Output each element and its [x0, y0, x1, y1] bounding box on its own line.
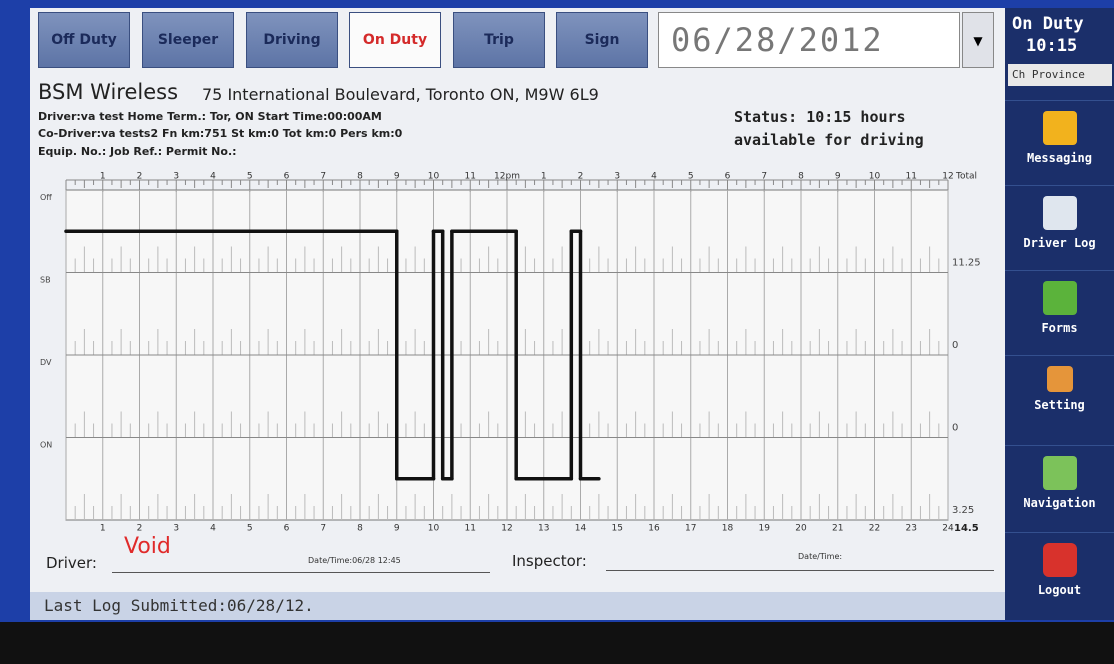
row-total: 3.25: [952, 505, 974, 516]
hour-label: 1: [100, 524, 106, 534]
hour-label: 7: [761, 172, 767, 182]
row-label: SB: [40, 275, 51, 284]
hour-label: 14: [575, 524, 587, 534]
signature-label: Driver:: [46, 554, 97, 572]
hour-label: 12pm: [494, 172, 520, 182]
menu-item[interactable]: Navigation: [1005, 445, 1114, 526]
hour-label: 13: [538, 524, 549, 534]
hour-label: 2: [137, 524, 143, 534]
hour-label: 6: [725, 172, 731, 182]
hour-label: 3: [173, 172, 179, 182]
hour-label: 23: [906, 524, 917, 534]
hour-label: 24: [942, 524, 954, 534]
row-label: DV: [40, 358, 52, 367]
hour-label: 20: [795, 524, 807, 534]
hour-label: 5: [247, 172, 253, 182]
menu-item[interactable]: Forms: [1005, 270, 1114, 351]
hour-label: 12: [501, 524, 512, 534]
hour-label: 10: [428, 524, 440, 534]
status-bar: Last Log Submitted:06/28/12.: [30, 592, 1005, 620]
hour-label: 12: [942, 172, 953, 182]
hour-label: 9: [394, 524, 400, 534]
hour-label: 17: [685, 524, 696, 534]
hour-label: 3: [173, 524, 179, 534]
menu-label: Messaging: [1027, 151, 1092, 165]
hour-label: 8: [357, 524, 363, 534]
row-total: 0: [952, 423, 958, 434]
hour-label: 4: [651, 172, 657, 182]
signature-date: Date/Time:: [798, 552, 842, 561]
hour-label: 6: [284, 172, 290, 182]
menu-label: Logout: [1038, 583, 1081, 597]
hour-label: 11: [906, 172, 917, 182]
hour-label: 4: [210, 524, 216, 534]
signature-label: Inspector:: [512, 552, 587, 570]
void-mark: Void: [124, 534, 171, 559]
total-sum: 14.5: [954, 523, 979, 534]
hour-label: 2: [137, 172, 143, 182]
row-label: Off: [40, 193, 52, 202]
hour-label: 1: [541, 172, 547, 182]
hour-label: 7: [320, 524, 326, 534]
menu-label: Setting: [1034, 398, 1085, 412]
device-bezel: [0, 622, 1114, 664]
menu-item[interactable]: Setting: [1005, 355, 1114, 436]
hour-label: 5: [688, 172, 694, 182]
menu-label: Navigation: [1023, 496, 1095, 510]
hour-label: 15: [612, 524, 623, 534]
menu-item[interactable]: Messaging: [1005, 100, 1114, 181]
hour-label: 2: [578, 172, 584, 182]
row-label: ON: [40, 440, 52, 449]
hour-label: 5: [247, 524, 253, 534]
hour-label: 8: [798, 172, 804, 182]
hour-label: 9: [394, 172, 400, 182]
total-label: Total: [955, 172, 977, 182]
signature-line: [606, 570, 994, 571]
row-total: 0: [952, 340, 958, 351]
signature-line: [112, 572, 490, 573]
hour-label: 18: [722, 524, 734, 534]
signature-date: Date/Time:06/28 12:45: [308, 556, 401, 565]
menu-item[interactable]: Logout: [1005, 532, 1114, 613]
hour-label: 6: [284, 524, 290, 534]
page: Off Duty Sleeper Driving On Duty Trip Si…: [0, 0, 1114, 664]
menu-item[interactable]: Driver Log: [1005, 185, 1114, 266]
menu-label: Driver Log: [1023, 236, 1095, 250]
clock: 10:15: [1026, 36, 1077, 56]
menu-label: Forms: [1041, 321, 1077, 335]
hour-label: 8: [357, 172, 363, 182]
hour-label: 7: [320, 172, 326, 182]
hour-label: 16: [648, 524, 660, 534]
province-field[interactable]: Ch Province: [1008, 64, 1112, 86]
hour-label: 22: [869, 524, 880, 534]
duty-status: On Duty: [1012, 14, 1084, 34]
hour-label: 4: [210, 172, 216, 182]
hour-label: 10: [428, 172, 440, 182]
hour-label: 19: [759, 524, 771, 534]
row-total: 11.25: [952, 258, 981, 269]
hour-label: 21: [832, 524, 843, 534]
hour-label: 9: [835, 172, 841, 182]
hour-label: 11: [465, 172, 476, 182]
hour-label: 1: [100, 172, 106, 182]
hour-label: 10: [869, 172, 881, 182]
hour-label: 11: [465, 524, 476, 534]
hour-label: 3: [614, 172, 620, 182]
